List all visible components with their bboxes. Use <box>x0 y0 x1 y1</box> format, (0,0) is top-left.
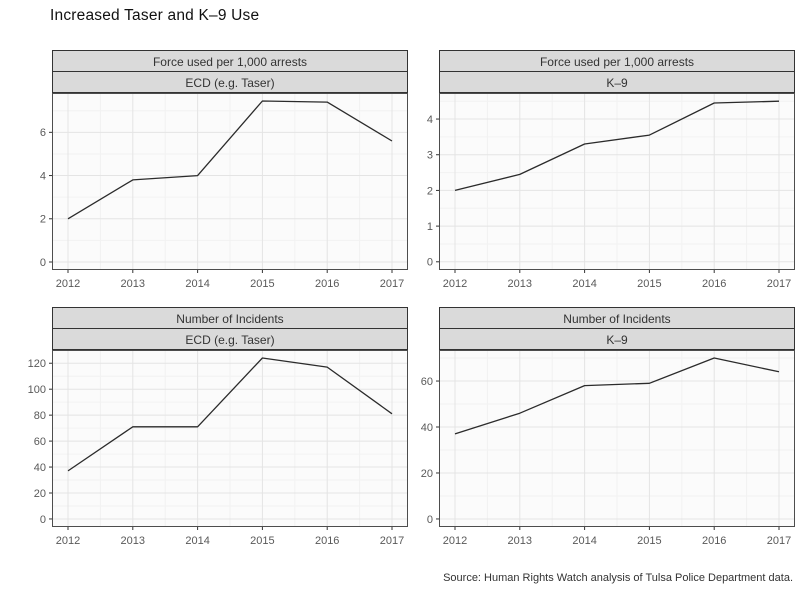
data-line <box>454 357 780 435</box>
x-tick-label: 2013 <box>121 278 145 290</box>
y-tick-label: 20 <box>34 488 46 500</box>
x-tick-label: 2013 <box>508 278 532 290</box>
panel-k9-incidents: Number of Incidents K–9 0 20 40 60 2012 2013 2… <box>411 307 795 554</box>
y-tick-label: 4 <box>40 170 46 182</box>
plot-ecd-force-rate: 0 2 4 6 2012 2013 2014 2015 2016 2017 <box>40 93 408 290</box>
y-tick-label: 3 <box>427 150 433 162</box>
plot-ecd-incidents: 0 20 40 60 80 100 120 2012 2013 2014 2015 2016 2017 <box>28 350 408 547</box>
x-tick-label: 2015 <box>250 535 274 547</box>
page-title: Increased Taser and K–9 Use <box>50 7 260 24</box>
y-tick-label: 60 <box>34 436 46 448</box>
data-line <box>67 100 393 220</box>
panel-border <box>439 93 795 270</box>
facet-col-header: Force used per 1,000 arrests <box>52 50 408 72</box>
data-line <box>454 100 780 192</box>
y-tick-label: 120 <box>28 358 46 370</box>
y-tick-label: 6 <box>40 127 46 139</box>
x-tick-label: 2014 <box>572 535 596 547</box>
x-tick-label: 2016 <box>315 535 339 547</box>
x-tick-label: 2017 <box>380 278 404 290</box>
x-tick-label: 2017 <box>380 535 404 547</box>
panel-border <box>52 93 408 270</box>
y-tick-label: 2 <box>40 214 46 226</box>
y-tick-label: 20 <box>421 468 433 480</box>
x-tick-label: 2014 <box>185 278 209 290</box>
facet-row-header: ECD (e.g. Taser) <box>52 71 408 93</box>
x-tick-label: 2016 <box>702 535 726 547</box>
source-caption: Source: Human Rights Watch analysis of T… <box>443 572 793 584</box>
x-tick-label: 2013 <box>121 535 145 547</box>
facet-row-header: ECD (e.g. Taser) <box>52 328 408 350</box>
panel-ecd-incidents: Number of Incidents ECD (e.g. Taser) 0 20… <box>24 307 408 554</box>
y-tick-label: 0 <box>40 257 46 269</box>
x-tick-label: 2015 <box>637 535 661 547</box>
x-tick-label: 2014 <box>572 278 596 290</box>
y-tick-label: 80 <box>34 410 46 422</box>
x-tick-label: 2014 <box>185 535 209 547</box>
x-tick-label: 2016 <box>702 278 726 290</box>
x-tick-label: 2013 <box>508 535 532 547</box>
y-tick-label: 0 <box>427 257 433 269</box>
y-tick-label: 40 <box>34 462 46 474</box>
facet-col-header: Force used per 1,000 arrests <box>439 50 795 72</box>
facet-row-header: K–9 <box>439 71 795 93</box>
x-tick-label: 2012 <box>443 535 467 547</box>
y-tick-label: 60 <box>421 376 433 388</box>
panel-border <box>439 350 795 527</box>
y-tick-label: 0 <box>427 514 433 526</box>
x-tick-label: 2012 <box>443 278 467 290</box>
x-tick-label: 2016 <box>315 278 339 290</box>
x-tick-label: 2017 <box>767 278 791 290</box>
panel-border <box>52 350 408 527</box>
x-tick-label: 2012 <box>56 278 80 290</box>
facet-col-header: Number of Incidents <box>439 307 795 329</box>
facet-col-header: Number of Incidents <box>52 307 408 329</box>
y-tick-label: 100 <box>28 384 46 396</box>
plot-k9-incidents: 0 20 40 60 2012 2013 2014 2015 2016 2017 <box>421 350 795 547</box>
y-tick-label: 1 <box>427 221 433 233</box>
plot-k9-force-rate: 0 1 2 3 4 2012 2013 2014 2015 2016 2017 <box>427 93 795 290</box>
facet-row-header: K–9 <box>439 328 795 350</box>
y-tick-label: 40 <box>421 422 433 434</box>
y-tick-label: 0 <box>40 514 46 526</box>
x-tick-label: 2015 <box>637 278 661 290</box>
data-line <box>67 357 393 472</box>
x-tick-label: 2012 <box>56 535 80 547</box>
y-tick-label: 2 <box>427 185 433 197</box>
x-tick-label: 2015 <box>250 278 274 290</box>
panel-ecd-force-rate: Force used per 1,000 arrests ECD (e.g. T… <box>24 50 408 297</box>
y-tick-label: 4 <box>427 114 433 126</box>
x-tick-label: 2017 <box>767 535 791 547</box>
panel-k9-force-rate: Force used per 1,000 arrests K–9 0 1 2 3 4 20… <box>411 50 795 297</box>
